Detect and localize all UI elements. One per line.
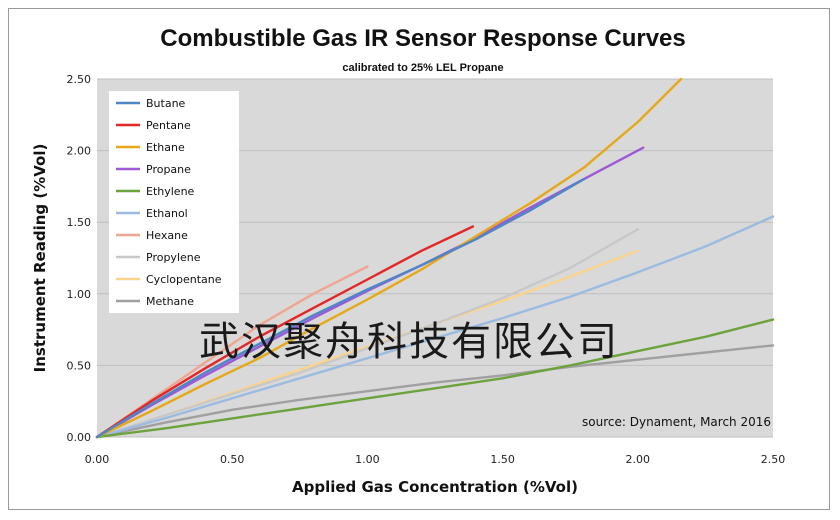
x-tick-label: 2.50 (761, 453, 786, 466)
series-line-propane (95, 146, 645, 439)
chart: Combustible Gas IR Sensor Response Curve… (31, 25, 786, 496)
y-tick-label: 2.50 (67, 73, 92, 86)
y-tick-label: 1.00 (67, 288, 92, 301)
series-line-butane (95, 178, 585, 439)
legend-item-label: Ethylene (146, 185, 195, 198)
y-tick-label: 1.50 (67, 216, 92, 229)
y-axis-ticks: 0.00 0.50 1.00 1.50 2.00 2.50 (67, 73, 92, 444)
series-line-propylene (95, 228, 639, 439)
y-axis-label: Instrument Reading (%Vol) (31, 144, 49, 373)
legend-item-label: Butane (146, 97, 186, 110)
series-line-ethane (95, 77, 683, 439)
chart-frame: Combustible Gas IR Sensor Response Curve… (8, 8, 830, 510)
x-tick-label: 1.00 (355, 453, 380, 466)
chart-subtitle: calibrated to 25% LEL Propane (342, 62, 503, 74)
y-tick-label: 0.00 (67, 431, 92, 444)
x-tick-label: 0.50 (220, 453, 245, 466)
legend-item-label: Propylene (146, 251, 201, 264)
legend-item-label: Hexane (146, 229, 188, 242)
legend-item-label: Propane (146, 163, 191, 176)
source-annotation: source: Dynament, March 2016 (582, 415, 771, 429)
legend-item-label: Cyclopentane (146, 273, 222, 286)
x-axis-label: Applied Gas Concentration (%Vol) (292, 478, 578, 496)
series-lines (95, 77, 775, 439)
series-line-ethanol (95, 215, 775, 439)
legend-item-label: Pentane (146, 119, 191, 132)
y-tick-label: 2.00 (67, 145, 92, 158)
legend-item-label: Ethane (146, 141, 185, 154)
x-tick-label: 0.00 (85, 453, 110, 466)
x-axis-ticks: 0.00 0.50 1.00 1.50 2.00 2.50 (85, 453, 786, 466)
x-tick-label: 2.00 (626, 453, 651, 466)
legend-item-label: Methane (146, 295, 194, 308)
legend: Butane Pentane Ethane Propane Ethylene Ethano… (116, 97, 222, 308)
legend-item-label: Ethanol (146, 207, 188, 220)
legend-box (109, 91, 239, 313)
series-line-pentane (95, 225, 475, 439)
watermark: 武汉聚舟科技有限公司 (199, 319, 619, 365)
series-line-methane (95, 344, 775, 439)
y-tick-label: 0.50 (67, 359, 92, 372)
x-tick-label: 1.50 (490, 453, 515, 466)
series-line-ethylene (95, 318, 775, 439)
chart-title: Combustible Gas IR Sensor Response Curve… (160, 25, 685, 52)
